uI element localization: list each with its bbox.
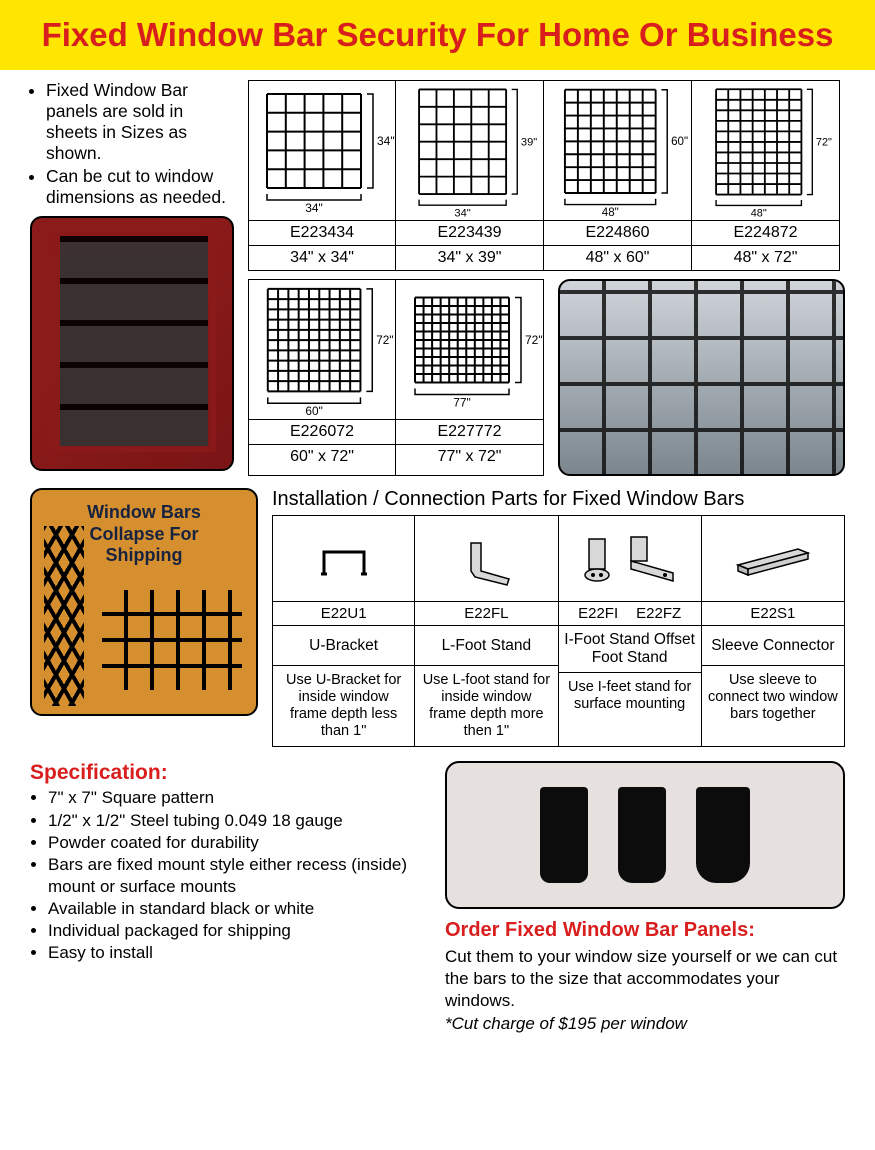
part-diagram [702, 516, 844, 602]
size-dimension: 34" x 34" [249, 246, 395, 270]
spec-item: Powder coated for durability [48, 832, 425, 854]
part-cell: E22FL L-Foot Stand Use L-foot stand for … [415, 515, 558, 747]
size-sku: E223439 [396, 221, 543, 246]
window-bars-photo-storefront [558, 279, 845, 476]
size-dimension: 48" x 72" [692, 246, 839, 270]
size-cell: 39" 34" E223439 34" x 39" [396, 80, 544, 271]
part-name: Sleeve Connector [702, 626, 844, 666]
specification-title: Specification: [30, 761, 425, 785]
order-text: Cut them to your window size yourself or… [445, 946, 845, 1011]
svg-text:34": 34" [305, 201, 323, 215]
size-row-1: 34" 34" E223434 34" x 34" 39" 34" E223439 … [248, 80, 845, 271]
part-diagram [559, 516, 701, 602]
intro-bullet: Can be cut to window dimensions as neede… [46, 166, 234, 208]
window-bars-photo-door [30, 216, 234, 471]
size-sku: E226072 [249, 420, 395, 445]
size-grid-diagram: 72" 60" [249, 280, 395, 420]
size-sku: E223434 [249, 221, 395, 246]
part-sku: E22FZ [636, 605, 681, 622]
size-grid-diagram: 72" 77" [396, 280, 543, 420]
part-cell: E22FI E22FZ I-Foot Stand Offset Foot Stan… [559, 515, 702, 747]
install-section-title: Installation / Connection Parts for Fixe… [272, 488, 845, 511]
part-description: Use L-foot stand for inside window frame… [415, 666, 557, 746]
size-grid-diagram: 72" 48" [692, 81, 839, 221]
part-sku: E22FI [578, 605, 618, 622]
size-sku: E227772 [396, 420, 543, 445]
svg-text:48": 48" [601, 207, 618, 219]
collapse-label: Window Bars Collapse For Shipping [32, 502, 256, 567]
part-cell: E22U1 U-Bracket Use U-Bracket for inside… [272, 515, 415, 747]
spec-item: Individual packaged for shipping [48, 920, 425, 942]
bracket-photo [445, 761, 845, 909]
part-sku: E22U1 [321, 605, 367, 622]
svg-text:72": 72" [815, 136, 831, 148]
size-grid-diagram: 34" 34" [249, 81, 395, 221]
svg-text:34": 34" [377, 134, 395, 148]
size-grid-diagram: 60" 48" [544, 81, 691, 221]
size-sku: E224872 [692, 221, 839, 246]
size-row-2: 72" 60" E226072 60" x 72" 72" 77" E227772 … [248, 279, 544, 476]
part-sku: E22FL [464, 605, 508, 622]
intro-bullet: Fixed Window Bar panels are sold in shee… [46, 80, 234, 164]
size-cell: 72" 60" E226072 60" x 72" [248, 279, 396, 476]
collapse-shipping-photo: Window Bars Collapse For Shipping [30, 488, 258, 716]
intro-bullets: Fixed Window Bar panels are sold in shee… [30, 80, 234, 208]
svg-text:72": 72" [525, 333, 543, 347]
part-description: Use U-Bracket for inside window frame de… [273, 666, 414, 746]
spec-item: 7" x 7" Square pattern [48, 787, 425, 809]
svg-text:34": 34" [454, 207, 470, 219]
size-cell: 34" 34" E223434 34" x 34" [248, 80, 396, 271]
size-cell: 72" 48" E224872 48" x 72" [692, 80, 840, 271]
part-cell: E22S1 Sleeve Connector Use sleeve to con… [702, 515, 845, 747]
parts-table: E22U1 U-Bracket Use U-Bracket for inside… [272, 515, 845, 747]
size-cell: 72" 77" E227772 77" x 72" [396, 279, 544, 476]
size-dimension: 48" x 60" [544, 246, 691, 270]
part-sku: E22S1 [750, 605, 795, 622]
part-diagram [415, 516, 557, 602]
size-dimension: 34" x 39" [396, 246, 543, 270]
spec-item: Bars are fixed mount style either recess… [48, 854, 425, 898]
svg-text:72": 72" [376, 333, 393, 347]
part-name: U-Bracket [273, 626, 414, 666]
size-dimension: 77" x 72" [396, 445, 543, 469]
part-description: Use I-feet stand for surface mounting [559, 673, 701, 747]
size-dimension: 60" x 72" [249, 445, 395, 469]
size-cell: 60" 48" E224860 48" x 60" [544, 80, 692, 271]
order-note: *Cut charge of $195 per window [445, 1014, 845, 1034]
svg-text:48": 48" [750, 207, 766, 219]
svg-text:60": 60" [671, 136, 688, 148]
part-diagram [273, 516, 414, 602]
specification-list: 7" x 7" Square pattern1/2" x 1/2" Steel … [30, 787, 425, 964]
spec-item: 1/2" x 1/2" Steel tubing 0.049 18 gauge [48, 810, 425, 832]
size-grid-diagram: 39" 34" [396, 81, 543, 221]
page-title: Fixed Window Bar Security For Home Or Bu… [0, 16, 875, 54]
header-band: Fixed Window Bar Security For Home Or Bu… [0, 0, 875, 70]
size-sku: E224860 [544, 221, 691, 246]
svg-text:60": 60" [305, 404, 322, 418]
order-title: Order Fixed Window Bar Panels: [445, 919, 845, 942]
part-description: Use sleeve to connect two window bars to… [702, 666, 844, 746]
spec-item: Easy to install [48, 942, 425, 964]
spec-item: Available in standard black or white [48, 898, 425, 920]
part-name: I-Foot Stand Offset Foot Stand [559, 626, 701, 673]
part-name: L-Foot Stand [415, 626, 557, 666]
svg-text:77": 77" [453, 395, 471, 409]
svg-text:39": 39" [520, 136, 536, 148]
